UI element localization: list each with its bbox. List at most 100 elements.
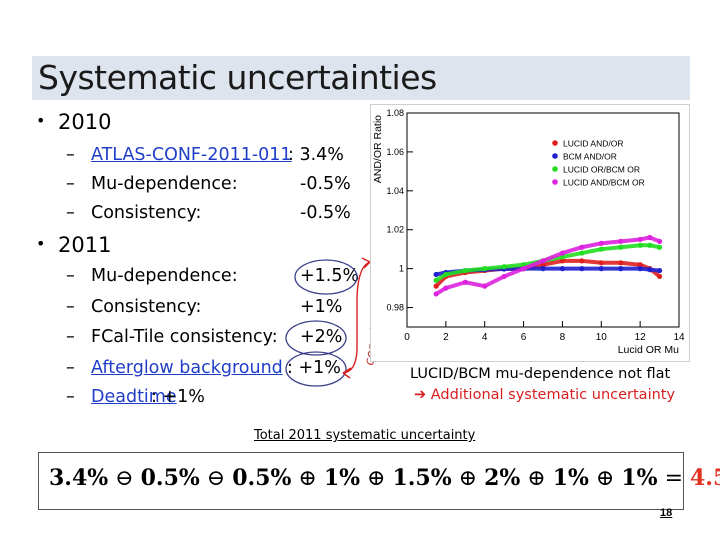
y-axis-label: AND/OR Ratio (372, 115, 384, 183)
item-value: +1% (300, 297, 343, 317)
x-tick-label: 14 (673, 332, 685, 343)
data-point (443, 271, 449, 278)
circle-mu-dependence (294, 259, 358, 295)
list-item: – Mu-dependence: -0.5% (66, 174, 356, 196)
data-point (656, 273, 663, 280)
circle-afterglow (285, 351, 347, 387)
data-point (637, 266, 643, 272)
slide-title: Systematic uncertainties (38, 58, 437, 97)
formula-term: 1% (323, 465, 361, 491)
x-tick-label: 8 (560, 332, 566, 343)
data-point (598, 240, 604, 246)
data-point (656, 238, 663, 244)
legend-entry: LUCID AND/OR (563, 139, 623, 149)
legend-entry: BCM AND/OR (563, 152, 617, 162)
data-point (637, 242, 643, 248)
formula-term: 0.5% (232, 465, 292, 491)
x-axis-label: Lucid OR Mu (618, 344, 679, 356)
formula-term: 1.5% (392, 465, 452, 491)
section-heading: 2011 (58, 233, 112, 257)
dash-icon: – (66, 387, 75, 407)
list-item: – Deadtime : +1% (66, 387, 356, 409)
data-point (540, 258, 546, 264)
item-value: : +1% (151, 387, 205, 407)
legend-marker (552, 153, 558, 159)
afterglow-link[interactable]: Afterglow background (91, 358, 283, 378)
legend-marker (552, 179, 558, 185)
data-point (433, 277, 439, 283)
page-number: 18 (660, 507, 673, 519)
formula-operator: ⊖ (199, 466, 233, 491)
formula-operator: ⊕ (291, 466, 324, 491)
x-tick-label: 4 (482, 332, 488, 343)
item-value: +2% (300, 327, 343, 347)
correlation-arrow (342, 261, 371, 374)
data-point (540, 266, 546, 272)
circle-fcal-tile (285, 320, 347, 356)
item-value: : 3.4% (288, 145, 344, 165)
plot-caption: LUCID/BCM mu-dependence not flat (410, 366, 671, 382)
data-point (559, 258, 566, 264)
item-value: -0.5% (300, 203, 351, 223)
y-tick-label: 1.04 (386, 186, 404, 196)
data-point (579, 266, 585, 272)
data-point (579, 258, 585, 264)
legend-marker (552, 166, 558, 172)
x-tick-label: 2 (443, 332, 449, 343)
item-value: : +1% (287, 358, 341, 378)
formula-term: 0.5% (140, 465, 200, 491)
data-point (637, 236, 643, 243)
data-point (637, 262, 643, 268)
data-point (647, 242, 653, 248)
data-point (559, 266, 566, 272)
data-point (579, 244, 585, 250)
dash-icon: – (66, 358, 75, 378)
y-tick-label: 1.02 (386, 225, 404, 235)
dash-icon: – (66, 327, 75, 347)
formula-box: 3.4% ⊖ 0.5% ⊖ 0.5% ⊕ 1% ⊕ 1.5% ⊕ 2% ⊕ 1%… (38, 452, 720, 510)
legend-entry: LUCID OR/BCM OR (563, 165, 640, 175)
plot-note-text: Additional systematic uncertainty (430, 387, 676, 403)
item-label: Consistency: (91, 297, 202, 317)
formula-operator: ⊕ (451, 466, 485, 491)
list-item: – Consistency: +1% (66, 297, 356, 319)
item-value: +1.5% (300, 266, 360, 286)
total-formula: 3.4% ⊖ 0.5% ⊖ 0.5% ⊕ 1% ⊕ 1.5% ⊕ 2% ⊕ 1%… (49, 465, 720, 491)
atlas-conf-link[interactable]: ATLAS-CONF-2011-011 (91, 145, 292, 165)
data-point (618, 238, 624, 244)
total-title: Total 2011 systematic uncertainty (254, 428, 476, 443)
data-point (598, 266, 604, 272)
section-heading: 2010 (58, 110, 112, 134)
mu-dependence-plot: 0 2 4 6 8 10 12 14 0.98 1 1.02 1.04 1.06 1.08 Lucid OR… (372, 108, 685, 356)
title-bar: Systematic uncertainties (32, 56, 690, 100)
data-point (647, 234, 653, 241)
dash-icon: – (66, 266, 75, 286)
item-value: -0.5% (300, 174, 351, 194)
formula-operator: = (657, 466, 690, 491)
data-point (618, 266, 624, 272)
formula-term: 2% (484, 465, 521, 491)
deadtime-link[interactable]: Deadtime (91, 387, 177, 407)
data-point (520, 266, 527, 272)
data-point (501, 264, 507, 270)
x-tick-label: 0 (404, 332, 410, 343)
legend-marker (552, 140, 558, 146)
data-point (656, 267, 663, 274)
bullet-2011: • 2011 (36, 233, 111, 257)
x-tick-label: 6 (521, 332, 527, 343)
data-point (433, 291, 439, 297)
formula-operator: ⊖ (108, 466, 141, 491)
data-point (462, 267, 468, 274)
dash-icon: – (66, 297, 75, 317)
data-point (433, 271, 439, 278)
list-item: – Afterglow background : +1% (66, 358, 356, 380)
right-arrow-icon: ➔ (414, 387, 427, 403)
dash-icon: – (66, 203, 75, 223)
data-point (598, 260, 604, 266)
formula-term: 3.4% (49, 465, 109, 491)
data-point (433, 283, 439, 289)
data-point (482, 283, 488, 289)
formula-result: 4.5% (690, 465, 720, 491)
formula-operator: ⊕ (360, 466, 393, 491)
data-point (647, 267, 653, 273)
